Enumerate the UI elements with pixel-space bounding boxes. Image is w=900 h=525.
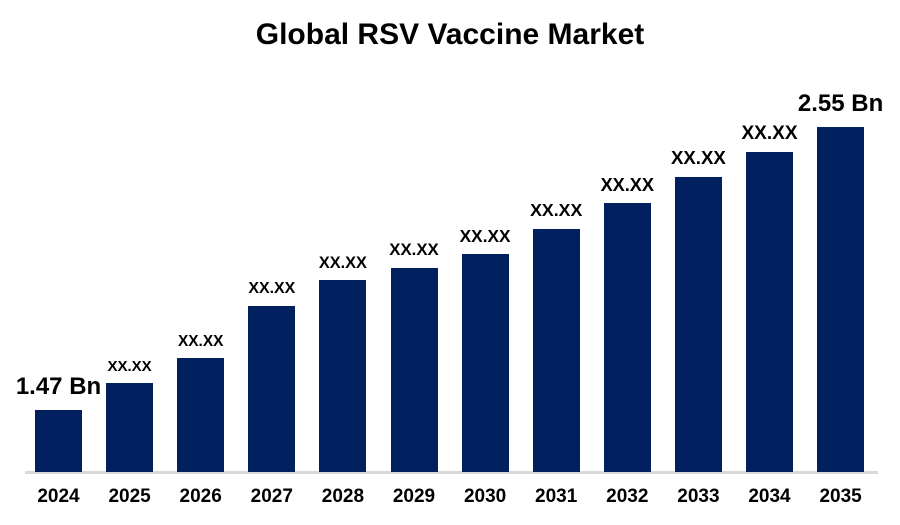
bar-2033 — [674, 177, 722, 472]
x-axis-line — [25, 471, 878, 474]
bar-2028 — [319, 280, 367, 472]
bar-2035 — [817, 127, 865, 472]
bar-value-label-2032: XX.XX — [600, 174, 655, 195]
bar-value-label-2035: 2.55 Bn — [797, 90, 884, 117]
bar-value-label-2027: XX.XX — [248, 280, 296, 298]
bar-2026 — [177, 358, 225, 472]
x-axis-label-2035: 2035 — [819, 486, 862, 507]
bar-value-label-2031: XX.XX — [530, 200, 583, 221]
bar-2034 — [746, 152, 793, 472]
bar-value-label-2026: XX.XX — [177, 332, 224, 350]
bar-2032 — [603, 203, 651, 472]
x-axis-label-2024: 2024 — [37, 486, 80, 507]
bar-2025 — [106, 383, 154, 472]
bar-value-label-2029: XX.XX — [389, 240, 439, 260]
bar-value-label-2024: 1.47 Bn — [15, 373, 102, 400]
x-axis-label-2033: 2033 — [677, 486, 720, 507]
bar-2029 — [390, 268, 438, 472]
bar-value-label-2030: XX.XX — [459, 225, 511, 246]
x-axis-label-2028: 2028 — [321, 486, 365, 507]
x-axis-label-2025: 2025 — [108, 486, 151, 507]
x-axis-label-2034: 2034 — [748, 486, 791, 507]
bar-value-label-2033: XX.XX — [671, 147, 726, 169]
bar-2031 — [532, 229, 580, 472]
bar-value-label-2034: XX.XX — [741, 122, 798, 144]
bar-2027 — [248, 306, 296, 472]
bar-value-label-2028: XX.XX — [318, 253, 367, 272]
x-axis-label-2027: 2027 — [250, 486, 293, 507]
x-axis-label-2030: 2030 — [463, 486, 507, 507]
bar-value-label-2025: XX.XX — [107, 358, 152, 375]
x-axis-label-2029: 2029 — [392, 486, 436, 507]
bar-2030 — [461, 254, 509, 472]
x-axis-label-2032: 2032 — [606, 486, 649, 507]
x-axis-label-2026: 2026 — [179, 486, 222, 507]
bar-2024 — [35, 410, 82, 472]
chart-title: Global RSV Vaccine Market — [255, 18, 645, 51]
x-axis-label-2031: 2031 — [535, 486, 578, 507]
